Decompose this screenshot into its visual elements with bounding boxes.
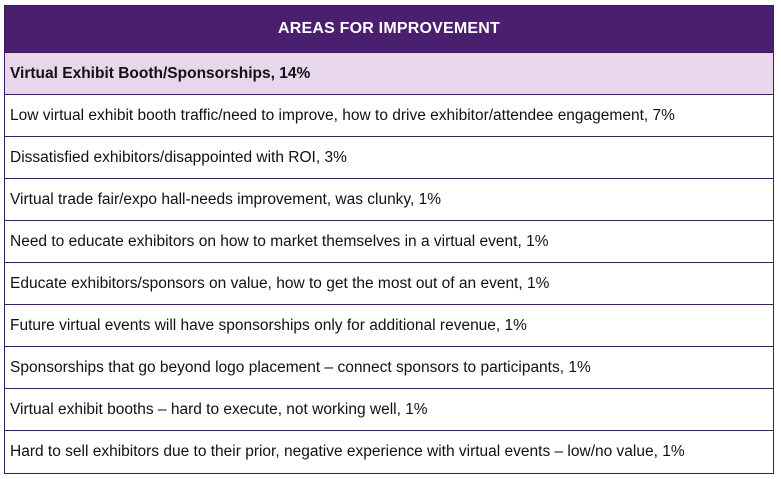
table-row: Hard to sell exhibitors due to their pri…	[10, 443, 685, 460]
table-row: Low virtual exhibit booth traffic/need t…	[5, 95, 773, 137]
table-row: Virtual exhibit booths – hard to execute…	[5, 389, 773, 431]
table-header: AREAS FOR IMPROVEMENT	[5, 6, 773, 53]
section-title: Virtual Exhibit Booth/Sponsorships, 14%	[5, 53, 773, 95]
table-row: Future virtual events will have sponsors…	[5, 305, 773, 347]
table-row: Dissatisfied exhibitors/disappointed wit…	[5, 137, 773, 179]
table-row: Need to educate exhibitors on how to mar…	[5, 221, 773, 263]
table-row: Virtual trade fair/expo hall-needs impro…	[5, 179, 773, 221]
table-row: Educate exhibitors/sponsors on value, ho…	[5, 263, 773, 305]
areas-for-improvement-table: AREAS FOR IMPROVEMENT Virtual Exhibit Bo…	[4, 5, 774, 474]
table-row: Sponsorships that go beyond logo placeme…	[5, 347, 773, 389]
